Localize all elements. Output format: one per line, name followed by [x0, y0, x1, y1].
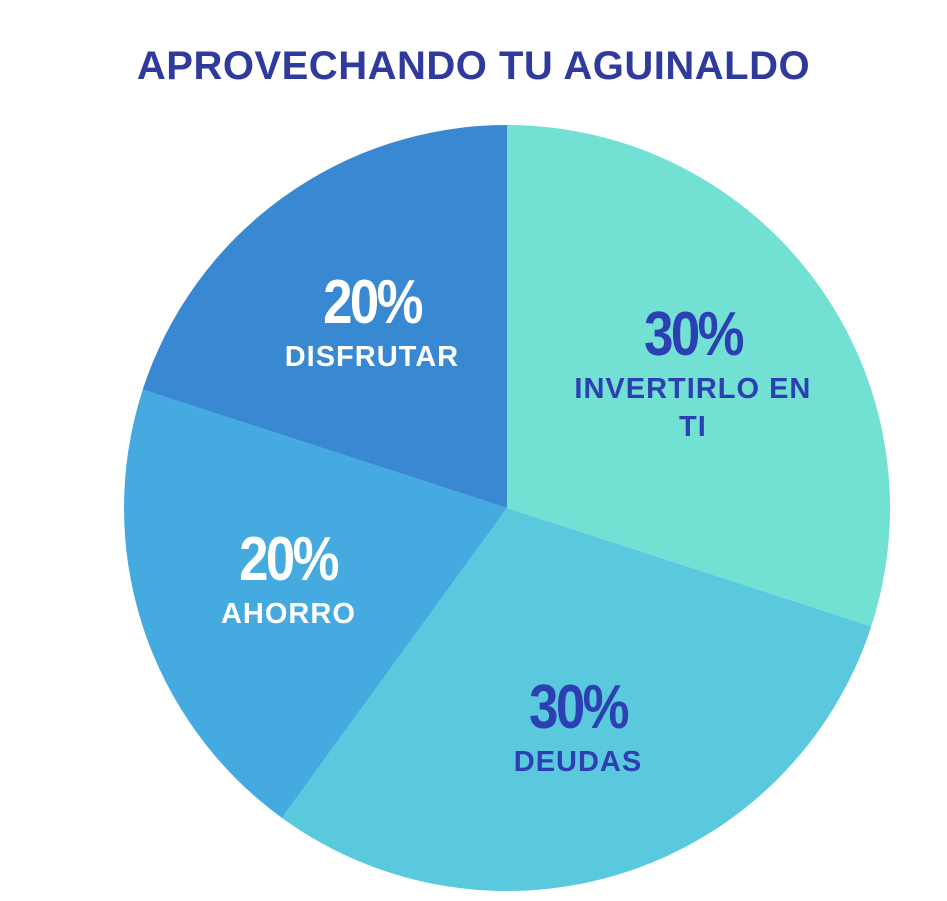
slice-label: 30% DEUDAS	[443, 673, 713, 781]
slice-label: 20% AHORRO	[153, 525, 423, 633]
value-label: 30%	[643, 299, 744, 369]
category-label: INVERTIRLO EN TI	[574, 372, 812, 443]
pie-slice	[281, 508, 872, 891]
category-label: DISFRUTAR	[284, 341, 460, 374]
slice-label: 30% INVERTIRLO EN TI	[558, 300, 828, 446]
slice-label: 20% DISFRUTAR	[237, 268, 507, 376]
chart-title: APROVECHANDO TU AGUINALDO	[136, 44, 811, 88]
category-label: DEUDAS	[513, 745, 643, 778]
value-label: 20%	[239, 525, 340, 594]
value-label: 30%	[529, 672, 629, 742]
pie-slice	[507, 125, 890, 627]
pie-slice	[123, 389, 507, 818]
pie-slice	[142, 125, 507, 508]
value-label: 20%	[323, 268, 423, 338]
category-label: AHORRO	[220, 598, 356, 630]
